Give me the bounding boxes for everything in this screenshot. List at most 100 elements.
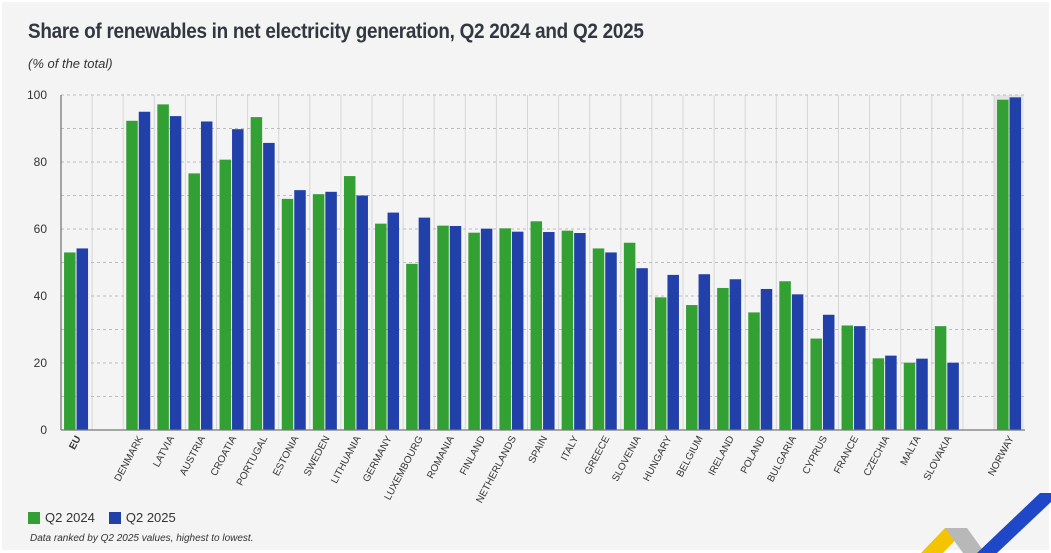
x-tick-label: POLAND <box>739 434 768 475</box>
x-tick-label: IRELAND <box>707 434 737 477</box>
bar-germany-q2-2024 <box>375 223 387 430</box>
bar-estonia-q2-2025 <box>294 190 306 430</box>
bar-netherlands-q2-2024 <box>499 228 511 430</box>
bar-eu-q2-2025 <box>76 248 89 430</box>
bar-greece-q2-2025 <box>605 252 617 430</box>
y-tick-label: 60 <box>34 222 48 236</box>
legend-item-q2-2025: Q2 2025 <box>108 510 176 525</box>
x-tick-label: CYPRUS <box>801 434 830 476</box>
bar-latvia-q2-2025 <box>169 116 182 430</box>
x-tick-label: SLOVAKIA <box>922 434 955 482</box>
legend-swatch-q2-2024 <box>28 511 40 524</box>
x-tick-label: DENMARK <box>113 434 146 484</box>
x-tick-label: LITHUANIA <box>329 434 363 486</box>
bar-france-q2-2024 <box>841 325 854 430</box>
bar-portugal-q2-2024 <box>250 117 263 431</box>
bar-finland-q2-2024 <box>468 232 480 430</box>
x-tick-label: ESTONIA <box>271 434 301 478</box>
chart-title: Share of renewables in net electricity g… <box>28 20 644 43</box>
bar-slovenia-q2-2024 <box>623 242 636 430</box>
x-tick-label: CZECHIA <box>862 434 892 478</box>
bar-malta-q2-2025 <box>916 358 928 430</box>
bar-romania-q2-2024 <box>437 225 449 430</box>
bar-slovenia-q2-2025 <box>636 268 648 430</box>
bar-spain-q2-2025 <box>543 232 555 430</box>
bar-finland-q2-2025 <box>480 228 493 430</box>
bar-sweden-q2-2025 <box>325 191 337 430</box>
y-tick-label: 80 <box>34 155 48 169</box>
x-tick-label: SLOVENIA <box>610 434 643 484</box>
bar-slovakia-q2-2024 <box>934 326 947 430</box>
legend-label: Q2 2024 <box>45 510 95 525</box>
bar-hungary-q2-2025 <box>667 274 679 430</box>
bar-slovakia-q2-2025 <box>947 362 959 430</box>
x-tick-label: ROMANIA <box>425 434 457 481</box>
bar-bulgaria-q2-2025 <box>791 294 804 430</box>
x-tick-label: NORWAY <box>986 434 1016 478</box>
x-tick-label: FRANCE <box>832 434 861 476</box>
x-tick-label: BELGIUM <box>675 434 706 479</box>
bar-bulgaria-q2-2024 <box>779 281 791 430</box>
bar-denmark-q2-2025 <box>138 111 151 430</box>
bar-luxembourg-q2-2025 <box>418 217 431 430</box>
x-tick-label: SPAIN <box>527 434 550 465</box>
x-tick-label: AUSTRIA <box>178 434 208 478</box>
bar-poland-q2-2024 <box>748 312 760 430</box>
y-tick-label: 0 <box>40 423 47 437</box>
x-tick-label: GREECE <box>583 434 613 477</box>
bar-hungary-q2-2024 <box>654 297 667 430</box>
bar-italy-q2-2025 <box>574 233 586 430</box>
bar-malta-q2-2024 <box>903 362 916 430</box>
x-tick-label: SWEDEN <box>302 434 332 478</box>
legend-swatch-q2-2025 <box>108 511 121 524</box>
eurostat-logo-icon <box>921 493 1051 553</box>
bar-croatia-q2-2025 <box>232 129 244 431</box>
bar-norway-q2-2024 <box>997 99 1009 430</box>
chart-subtitle: (% of the total) <box>28 56 113 71</box>
x-tick-label: CROATIA <box>209 434 239 478</box>
bar-sweden-q2-2024 <box>312 194 325 430</box>
bar-italy-q2-2024 <box>561 230 574 430</box>
x-tick-label: FINLAND <box>458 434 488 477</box>
bar-poland-q2-2025 <box>760 288 773 430</box>
bar-norway-q2-2025 <box>1009 97 1022 430</box>
x-tick-label: EU <box>67 434 83 451</box>
x-tick-label: GERMANY <box>361 434 395 484</box>
bar-czechia-q2-2024 <box>872 358 885 430</box>
bar-belgium-q2-2024 <box>686 305 698 430</box>
x-tick-label: BULGARIA <box>766 434 800 484</box>
bar-denmark-q2-2024 <box>126 120 138 431</box>
bar-czechia-q2-2025 <box>885 355 897 430</box>
bar-estonia-q2-2024 <box>281 198 294 430</box>
bar-cyprus-q2-2024 <box>810 338 822 430</box>
y-tick-label: 40 <box>34 289 48 303</box>
bar-spain-q2-2024 <box>530 221 543 430</box>
legend-label: Q2 2025 <box>125 510 176 525</box>
bar-austria-q2-2025 <box>200 121 213 430</box>
bar-lithuania-q2-2024 <box>343 176 356 430</box>
bar-ireland-q2-2025 <box>729 279 742 430</box>
chart-note: Data ranked by Q2 2025 values, highest t… <box>30 533 254 544</box>
bar-ireland-q2-2024 <box>717 287 729 430</box>
y-tick-label: 20 <box>34 356 48 370</box>
bar-greece-q2-2024 <box>592 248 605 430</box>
x-tick-label: PORTUGAL <box>235 434 271 488</box>
bar-belgium-q2-2025 <box>698 274 711 430</box>
bar-germany-q2-2025 <box>387 212 400 430</box>
bar-portugal-q2-2025 <box>263 142 275 430</box>
bar-luxembourg-q2-2024 <box>406 263 418 430</box>
bar-austria-q2-2024 <box>188 173 200 430</box>
bar-lithuania-q2-2025 <box>356 195 368 430</box>
bar-netherlands-q2-2025 <box>511 231 524 430</box>
bar-cyprus-q2-2025 <box>822 314 835 430</box>
x-tick-label: HUNGARY <box>641 434 674 483</box>
x-tick-label: LATVIA <box>151 434 177 469</box>
bar-france-q2-2025 <box>854 326 866 430</box>
bar-croatia-q2-2024 <box>219 159 232 430</box>
legend-item-q2-2024: Q2 2024 <box>28 510 95 525</box>
x-tick-label: MALTA <box>899 434 924 468</box>
x-tick-label: ITALY <box>559 434 581 463</box>
bar-latvia-q2-2024 <box>157 104 169 430</box>
legend: Q2 2024 Q2 2025 <box>28 510 184 525</box>
